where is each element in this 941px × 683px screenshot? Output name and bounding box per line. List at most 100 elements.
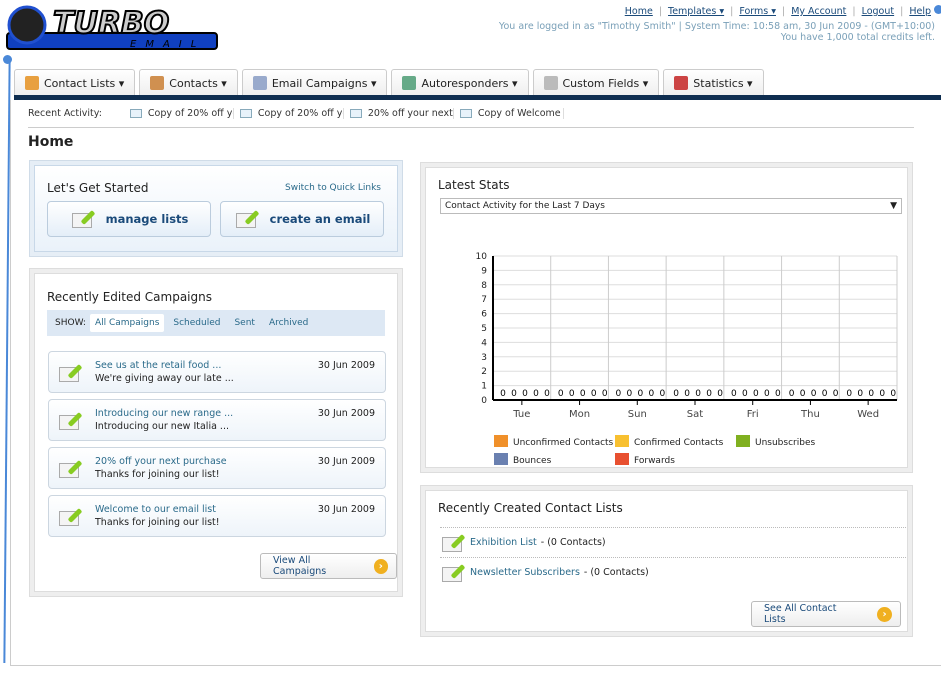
recent-activity: Recent Activity: Copy of 20% off yo Copy …	[28, 108, 564, 119]
top-link-1[interactable]: Templates ▾	[668, 6, 725, 17]
legend-swatch	[615, 453, 629, 465]
data-label: 0	[789, 389, 795, 399]
top-link-4[interactable]: Logout	[861, 6, 895, 17]
recent-item-label: Copy of 20% off yo	[257, 108, 344, 119]
panel-title: Recently Created Contact Lists	[438, 501, 623, 515]
filter-tab-2[interactable]: Sent	[234, 318, 255, 328]
data-label: 0	[544, 389, 550, 399]
manage-lists-button[interactable]: manage lists	[47, 201, 211, 237]
campaign-filter-bar: SHOW: All Campaigns Scheduled Sent Archived	[47, 310, 385, 336]
y-tick-label: 2	[481, 367, 487, 377]
top-link-5[interactable]: Help	[909, 6, 931, 17]
nav-tab-4[interactable]: Custom Fields ▾	[532, 69, 660, 96]
panel-title: Let's Get Started	[47, 181, 149, 195]
top-link-2[interactable]: Forms ▾	[739, 6, 776, 17]
separator: |	[852, 6, 856, 17]
show-label: SHOW:	[55, 318, 86, 328]
data-label: 0	[800, 389, 806, 399]
nav-tab-label: Autoresponders ▾	[421, 76, 518, 90]
decor-dot	[934, 5, 941, 14]
y-tick-label: 1	[481, 382, 487, 392]
campaign-item[interactable]: 20% off your next purchase Thanks for joi…	[48, 447, 386, 489]
data-label: 0	[879, 389, 885, 399]
x-tick-label: Mon	[569, 409, 590, 420]
top-link-3[interactable]: My Account	[791, 6, 847, 17]
nav-tab-2[interactable]: Email Campaigns ▾	[241, 69, 388, 96]
select-value: Contact Activity for the Last 7 Days	[445, 201, 605, 211]
data-label: 0	[580, 389, 586, 399]
login-status: You are logged in as "Timothy Smith" | S…	[498, 21, 935, 32]
view-all-campaigns-button[interactable]: View All Campaigns ›	[260, 553, 397, 579]
campaign-title-link[interactable]: Introducing our new range ...	[95, 408, 234, 419]
campaign-title-link[interactable]: Welcome to our email list	[95, 504, 216, 515]
data-label: 0	[684, 389, 690, 399]
legend-swatch	[615, 435, 629, 447]
contact-list-link[interactable]: Exhibition List	[470, 537, 537, 548]
x-tick-label: Thu	[800, 409, 820, 420]
data-label: 0	[833, 389, 839, 399]
nav-bar	[14, 95, 941, 100]
stats-period-select[interactable]: Contact Activity for the Last 7 Days ▼	[440, 198, 902, 214]
campaign-item[interactable]: Welcome to our email list Thanks for join…	[48, 495, 386, 537]
contact-lists-icon	[25, 76, 39, 90]
dropdown-arrow-icon: ▼	[890, 201, 897, 211]
contact-lists-panel: Recently Created Contact Lists Exhibitio…	[420, 485, 913, 637]
decor-dot	[3, 55, 12, 64]
data-label: 0	[868, 389, 874, 399]
edit-email-icon	[57, 363, 83, 383]
envelope-icon	[239, 109, 252, 118]
campaign-subject: We're giving away our late ...	[95, 373, 234, 384]
nav-tab-1[interactable]: Contacts ▾	[139, 69, 238, 96]
see-all-contact-lists-button[interactable]: See All Contact Lists ›	[751, 601, 901, 627]
data-label: 0	[616, 389, 622, 399]
x-tick-label: Sun	[628, 409, 647, 420]
nav-tab-0[interactable]: Contact Lists ▾	[14, 69, 136, 96]
recent-item-label: Copy of Welcome to	[477, 108, 564, 119]
data-label: 0	[638, 389, 644, 399]
campaign-title-link[interactable]: 20% off your next purchase	[95, 456, 227, 467]
campaign-item[interactable]: See us at the retail food ... We're givin…	[48, 351, 386, 393]
filter-tab-0[interactable]: All Campaigns	[89, 314, 165, 332]
statistics-icon	[674, 76, 689, 90]
top-link-0[interactable]: Home	[624, 6, 653, 17]
create-email-button[interactable]: create an email	[220, 201, 384, 237]
contact-list-link[interactable]: Newsletter Subscribers	[470, 567, 580, 578]
campaign-title-link[interactable]: See us at the retail food ...	[95, 360, 222, 371]
y-tick-label: 4	[481, 338, 487, 348]
campaign-subject: Thanks for joining our list!	[95, 517, 220, 528]
campaign-item[interactable]: Introducing our new range ... Introducing…	[48, 399, 386, 441]
contact-list-icon	[440, 563, 466, 583]
data-label: 0	[717, 389, 723, 399]
envelope-icon	[349, 109, 362, 118]
data-label: 0	[660, 389, 666, 399]
nav-tab-5[interactable]: Statistics ▾	[663, 69, 764, 96]
legend-label: Confirmed Contacts	[634, 438, 724, 448]
data-label: 0	[706, 389, 712, 399]
y-tick-label: 0	[481, 396, 487, 406]
data-label: 0	[500, 389, 506, 399]
nav-tab-label: Custom Fields ▾	[562, 76, 649, 90]
latest-stats-panel: Latest Stats Contact Activity for the La…	[420, 162, 913, 473]
y-tick-label: 5	[481, 324, 487, 334]
button-label: manage lists	[105, 212, 189, 226]
credits-info: You have 1,000 total credits left.	[780, 32, 935, 43]
data-label: 0	[846, 389, 852, 399]
data-label: 0	[522, 389, 528, 399]
recent-activity-item[interactable]: 20% off your next p	[344, 108, 454, 119]
envelope-icon	[459, 109, 472, 118]
data-label: 0	[764, 389, 770, 399]
button-label: View All Campaigns	[273, 555, 327, 577]
campaign-date: 30 Jun 2009	[317, 408, 375, 419]
switch-quick-links-link[interactable]: Switch to Quick Links	[285, 183, 381, 193]
data-label: 0	[742, 389, 748, 399]
separator: |	[730, 6, 734, 17]
nav-tab-3[interactable]: Autoresponders ▾	[391, 69, 529, 96]
arrow-right-icon: ›	[373, 558, 388, 574]
recent-activity-item[interactable]: Copy of 20% off yo	[234, 108, 344, 119]
filter-tab-1[interactable]: Scheduled	[173, 318, 221, 328]
recent-activity-item[interactable]: Copy of Welcome to	[454, 108, 564, 119]
filter-tab-3[interactable]: Archived	[268, 318, 309, 328]
recent-activity-item[interactable]: Copy of 20% off yo	[124, 108, 234, 119]
y-tick-label: 3	[481, 353, 487, 363]
edit-email-icon	[57, 459, 83, 479]
